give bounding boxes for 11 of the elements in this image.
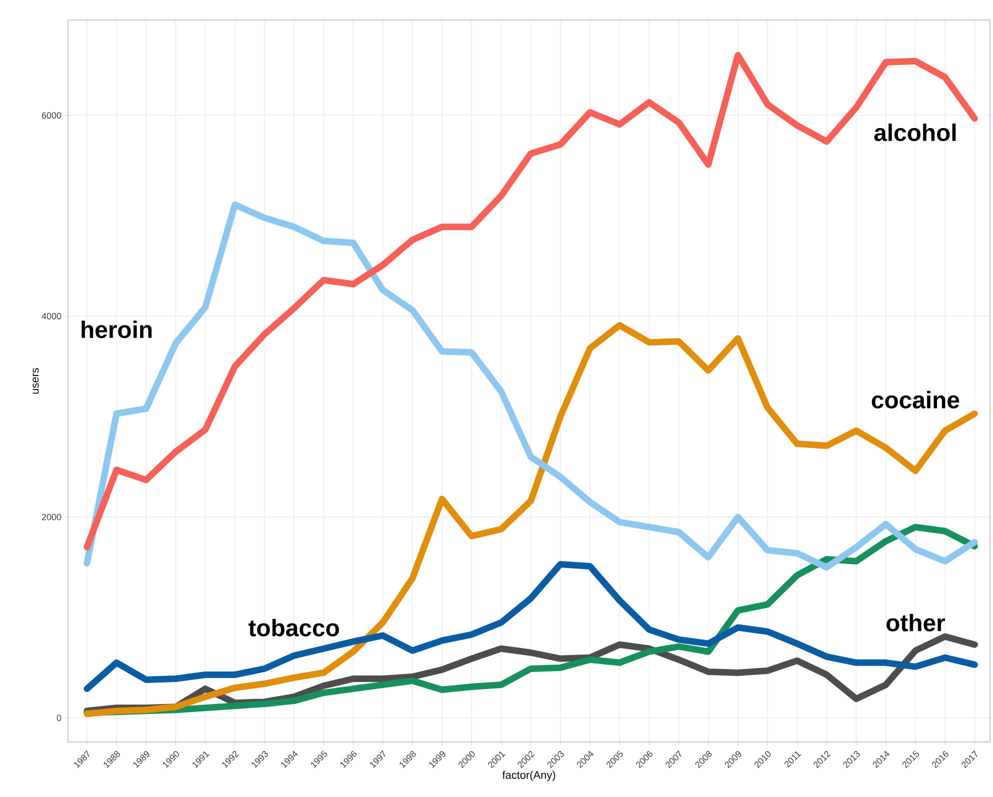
y-tick-label: 4000 <box>42 313 62 320</box>
series-label: tobacco <box>248 618 339 636</box>
series-label: alcohol <box>874 124 956 142</box>
y-tick-label: 6000 <box>42 112 62 119</box>
y-tick-label: 2000 <box>42 514 62 520</box>
y-axis-title: users <box>32 368 39 394</box>
series-label: heroin <box>82 320 152 338</box>
x-axis-title: factor(Any) <box>502 770 556 782</box>
series-label: other <box>886 614 945 632</box>
y-tick-label: 0 <box>56 714 62 722</box>
series-label: cocaine <box>872 390 960 408</box>
